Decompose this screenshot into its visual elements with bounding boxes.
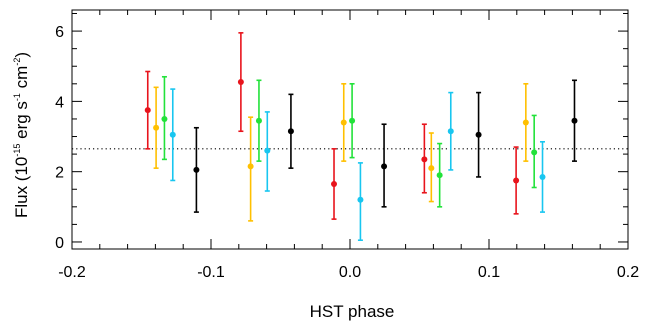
data-marker — [421, 156, 428, 163]
data-point-green — [349, 83, 356, 159]
data-marker — [264, 147, 271, 154]
data-point-yellow — [340, 83, 347, 162]
data-point-yellow — [428, 132, 435, 203]
data-point-yellow — [522, 83, 529, 162]
data-marker — [531, 149, 538, 156]
data-marker — [436, 172, 443, 179]
data-marker — [357, 196, 364, 203]
data-marker — [571, 117, 578, 124]
y-axis-title-part: cm — [12, 66, 31, 93]
data-marker — [247, 163, 254, 170]
y-axis-title-exponent: -15 — [12, 144, 22, 157]
data-point-black — [381, 123, 388, 208]
data-point-black — [193, 126, 200, 213]
data-marker — [522, 119, 529, 126]
y-tick-label: 4 — [55, 94, 64, 111]
data-marker — [287, 128, 294, 135]
data-marker — [193, 166, 200, 173]
x-axis-title: HST phase — [310, 302, 395, 321]
y-axis-title-exponent: -1 — [12, 93, 22, 101]
data-marker — [428, 165, 435, 172]
data-points — [144, 32, 578, 242]
y-tick-label: 0 — [55, 235, 64, 252]
data-point-green — [436, 142, 443, 208]
y-axis-title-exponent: -2 — [12, 58, 22, 66]
data-point-cyan — [357, 162, 364, 242]
data-point-cyan — [264, 111, 271, 192]
data-point-yellow — [153, 86, 160, 169]
data-point-green — [255, 79, 262, 162]
axis-ticks — [71, 10, 629, 249]
data-marker — [255, 117, 262, 124]
data-point-green — [161, 75, 168, 161]
y-tick-label: 6 — [55, 24, 64, 41]
data-point-red — [237, 32, 244, 133]
y-axis-title-part: erg s — [12, 101, 31, 144]
data-marker — [237, 79, 244, 86]
data-point-red — [421, 123, 428, 194]
x-tick-label: 0.2 — [617, 264, 639, 281]
y-tick-label: 2 — [55, 165, 64, 182]
data-point-red — [331, 148, 338, 220]
x-tick-label: -0.2 — [58, 264, 86, 281]
data-marker — [169, 131, 176, 138]
x-tick-label: 0.1 — [478, 264, 500, 281]
y-axis-title-part: Flux (10 — [12, 157, 31, 218]
data-point-cyan — [539, 141, 546, 213]
data-marker — [381, 163, 388, 170]
data-point-red — [144, 70, 151, 150]
y-axis-title-part: ) — [12, 52, 31, 58]
x-tick-label: 0.0 — [339, 264, 361, 281]
data-point-black — [475, 91, 482, 178]
data-point-black — [571, 79, 578, 162]
x-tick-label: -0.1 — [197, 264, 225, 281]
data-marker — [340, 119, 347, 126]
data-marker — [153, 124, 160, 131]
data-marker — [447, 128, 454, 135]
data-point-green — [531, 114, 538, 189]
data-marker — [144, 107, 151, 114]
data-marker — [161, 115, 168, 122]
data-point-cyan — [447, 91, 454, 171]
data-marker — [539, 173, 546, 180]
data-marker — [513, 177, 520, 184]
data-marker — [331, 180, 338, 187]
data-marker — [349, 117, 356, 124]
y-axis-title: Flux (10-15 erg s-1 cm-2) — [12, 52, 31, 218]
data-marker — [475, 131, 482, 138]
data-point-cyan — [169, 88, 176, 182]
data-point-black — [287, 93, 294, 169]
data-point-red — [513, 146, 520, 215]
data-point-yellow — [247, 116, 254, 222]
axis-tick-labels: -0.2 -0.1 0.0 0.1 0.2 0 2 4 6 — [55, 24, 639, 281]
